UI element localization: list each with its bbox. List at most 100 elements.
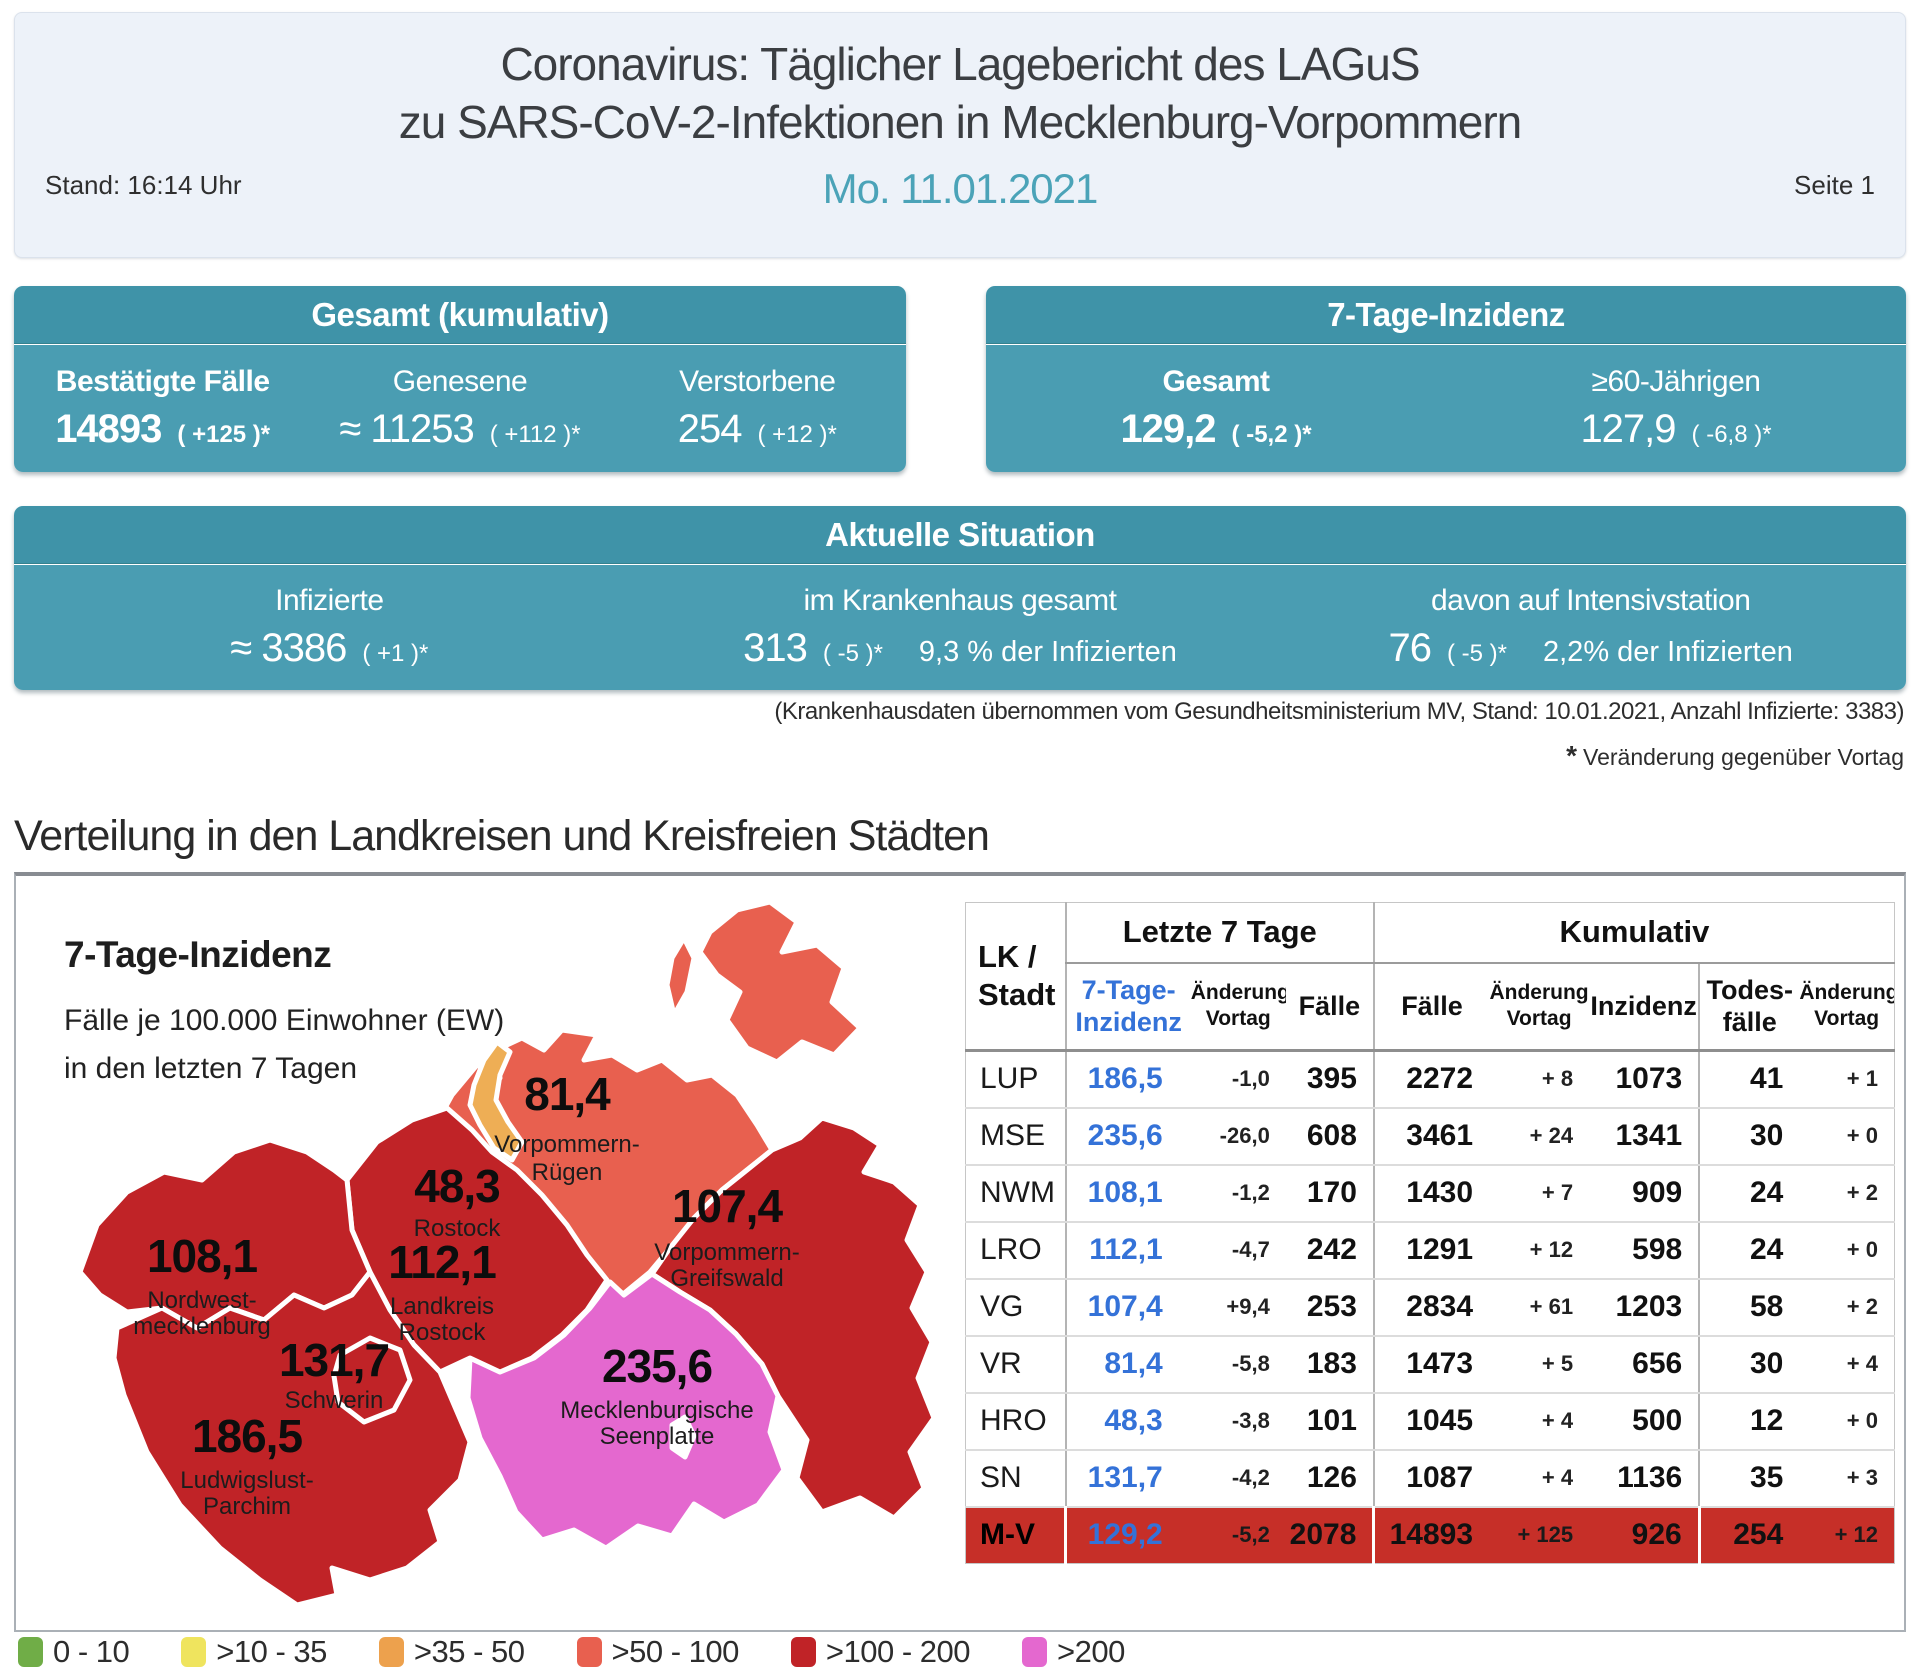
- map-value-ludwigslust-parchim: 186,5: [192, 1410, 303, 1462]
- district-table: LK / Stadt Letzte 7 Tage Kumulativ 7-Tag…: [965, 902, 1895, 1564]
- column-header-faelle-kum: Fälle: [1372, 962, 1490, 1052]
- stat-change: ( -5 )*: [822, 640, 883, 667]
- table-row: LRO 112,1 -4,7 242 1291 + 12 598 24 + 0: [965, 1221, 1895, 1280]
- row-7day-incidence: 112,1: [1064, 1221, 1191, 1280]
- corner-line1: LK /: [978, 939, 1037, 974]
- map-name-ludwigslust-parchim-l2: Parchim: [203, 1493, 291, 1520]
- row-deaths-change: + 0: [1799, 1392, 1895, 1451]
- region-schwerin-shape: [331, 1335, 413, 1425]
- legend-item: >10 - 35: [181, 1634, 327, 1670]
- row-7day-incidence: 108,1: [1064, 1164, 1191, 1223]
- card-inzidenz-body: Gesamt 129,2 ( -5,2 )* ≥60-Jährigen 127,…: [986, 345, 1906, 472]
- map-value-schwerin: 131,7: [279, 1334, 389, 1386]
- legend-item: >35 - 50: [378, 1634, 525, 1670]
- map-name-schwerin: Schwerin: [285, 1387, 384, 1414]
- row-cum-cases: 2834: [1372, 1278, 1490, 1337]
- row-7day-cases: 608: [1285, 1107, 1374, 1166]
- legend-label: >35 - 50: [413, 1634, 525, 1669]
- map-legend: 0 - 10 >10 - 35 >35 - 50 >50 - 100 >100 …: [18, 1634, 1125, 1670]
- row-cum-cases: 3461: [1372, 1107, 1490, 1166]
- map-value-vorpommern-greifswald: 107,4: [672, 1180, 784, 1232]
- map-name-landkreis-rostock-l2: Rostock: [399, 1319, 487, 1346]
- row-cum-cases: 1473: [1372, 1335, 1490, 1394]
- stat-change: ( -5 )*: [1447, 640, 1507, 667]
- column-header-aenderung-vortag-tote: Änderung Vortag: [1799, 962, 1895, 1052]
- row-cum-change: + 24: [1489, 1107, 1590, 1166]
- stat-change: ( -5,2 )*: [1231, 421, 1312, 448]
- row-cum-change: + 8: [1489, 1050, 1590, 1109]
- row-region-code: VG: [965, 1278, 1066, 1337]
- table-body: LUP 186,5 -1,0 395 2272 + 8 1073 41 + 1 …: [965, 1050, 1895, 1564]
- row-cum-change: + 5: [1489, 1335, 1590, 1394]
- stat-value: 76: [1388, 626, 1432, 670]
- lake-mueritz-shape: [669, 1414, 697, 1460]
- row-cum-change: + 7: [1489, 1164, 1590, 1223]
- row-deaths: 30: [1698, 1335, 1800, 1394]
- row-7day-incidence: 129,2: [1064, 1506, 1191, 1564]
- row-7day-incidence: 81,4: [1064, 1335, 1191, 1394]
- row-7day-incidence: 186,5: [1064, 1050, 1191, 1109]
- map-name-vorpommern-ruegen-l1: Vorpommern-: [494, 1131, 639, 1158]
- region-rostock-stadt-shape: [467, 1039, 525, 1163]
- region-ruegen-island-shape: [697, 899, 863, 1065]
- stat-value: ≈ 3386: [230, 626, 347, 670]
- table-row: M-V 129,2 -5,2 2078 14893 + 125 926 254 …: [965, 1506, 1895, 1564]
- row-7day-cases: 242: [1285, 1221, 1374, 1280]
- footnote-hospital-source: (Krankenhausdaten übernommen vom Gesundh…: [774, 698, 1904, 725]
- stat-value: 129,2: [1120, 407, 1216, 451]
- row-7day-change: -4,7: [1190, 1221, 1286, 1280]
- map-name-mecklenburgische-seenplatte-l1: Mecklenburgische: [560, 1397, 753, 1424]
- map-value-nordwestmecklenburg: 108,1: [147, 1230, 258, 1282]
- map-value-landkreis-rostock: 112,1: [388, 1236, 496, 1288]
- row-7day-change: -26,0: [1190, 1107, 1286, 1166]
- legend-label: >10 - 35: [216, 1634, 327, 1669]
- map-name-nordwestmecklenburg-l2: mecklenburg: [133, 1313, 270, 1340]
- row-deaths: 254: [1697, 1506, 1800, 1564]
- stat-inzidenz-gesamt: Gesamt 129,2 ( -5,2 )*: [986, 345, 1446, 472]
- row-7day-cases: 253: [1285, 1278, 1374, 1337]
- row-cum-cases: 1291: [1372, 1221, 1490, 1280]
- column-header-inzidenz-kum: Inzidenz: [1589, 962, 1700, 1052]
- header-line: Vortag: [1506, 1007, 1572, 1031]
- stat-label: ≥60-Jährigen: [1591, 365, 1761, 398]
- stat-change: ( +12 )*: [757, 421, 837, 448]
- table-row: SN 131,7 -4,2 126 1087 + 4 1136 35 + 3: [965, 1449, 1895, 1508]
- header-line: Änderung: [1799, 981, 1895, 1005]
- row-7day-change: -1,2: [1190, 1164, 1286, 1223]
- row-7day-change: -5,8: [1190, 1335, 1286, 1394]
- legend-label: 0 - 10: [53, 1634, 130, 1669]
- map-value-mecklenburgische-seenplatte: 235,6: [602, 1340, 712, 1392]
- header-line: Inzidenz: [1075, 1007, 1182, 1038]
- card-gesamt-body: Bestätigte Fälle 14893 ( +125 )* Genesen…: [14, 345, 906, 472]
- column-header-faelle-7t: Fälle: [1285, 962, 1374, 1052]
- stat-change: ( +125 )*: [177, 421, 271, 448]
- card-gesamt-title: Gesamt (kumulativ): [14, 286, 906, 344]
- legend-swatch: [378, 1637, 404, 1667]
- stat-value: 127,9: [1580, 407, 1676, 451]
- legend-label: >50 - 100: [611, 1634, 740, 1669]
- footnote-asterisk: * Veränderung gegenüber Vortag: [1566, 740, 1904, 772]
- legend-swatch: [181, 1637, 207, 1667]
- legend-swatch: [1022, 1637, 1047, 1667]
- row-deaths: 58: [1698, 1278, 1800, 1337]
- column-header-aenderung-vortag-7t: Änderung Vortag: [1190, 962, 1286, 1052]
- header-line: Änderung: [1190, 981, 1286, 1005]
- card-aktuell-title: Aktuelle Situation: [14, 506, 1906, 564]
- report-title-line2: zu SARS-CoV-2-Infektionen in Mecklenburg…: [398, 96, 1523, 148]
- column-group-kumulativ: Kumulativ: [1372, 902, 1895, 964]
- row-deaths-change: + 2: [1799, 1278, 1895, 1337]
- header-line: fälle: [1722, 1007, 1777, 1038]
- row-cum-change: + 12: [1489, 1221, 1590, 1280]
- row-cum-change: + 125: [1517, 1522, 1574, 1548]
- row-deaths-change: + 4: [1799, 1335, 1895, 1394]
- stat-label: Gesamt: [1162, 365, 1270, 398]
- stat-change: ( -6,8 )*: [1691, 421, 1772, 448]
- report-timestamp: Stand: 16:14 Uhr: [45, 170, 242, 200]
- row-7day-cases: 101: [1285, 1392, 1374, 1451]
- row-deaths-change: + 3: [1799, 1449, 1895, 1508]
- row-cum-change: + 4: [1489, 1449, 1590, 1508]
- map-name-vorpommern-ruegen-l2: Rügen: [532, 1159, 603, 1186]
- stat-value: 313: [743, 626, 808, 670]
- row-cum-cases: 1045: [1372, 1392, 1490, 1451]
- row-cum-incidence: 656: [1589, 1335, 1700, 1394]
